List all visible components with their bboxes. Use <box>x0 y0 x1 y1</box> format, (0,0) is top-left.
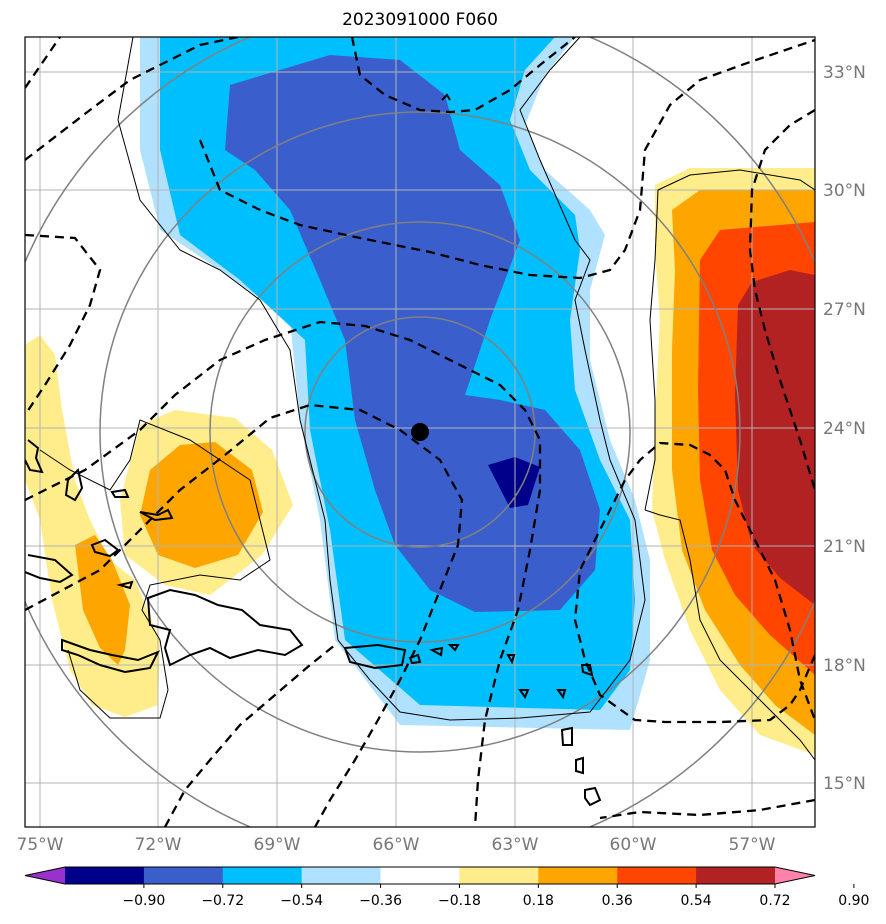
colorbar-extend-low <box>25 867 65 884</box>
colorbar-tick-label: 0.18 <box>523 893 554 909</box>
storm-center-marker <box>411 423 429 441</box>
lat-label-27n: 27°N <box>823 300 866 320</box>
lon-label-66w: 66°W <box>373 835 420 855</box>
colorbar-tick-label: 0.54 <box>681 893 712 909</box>
longitude-labels: 75°W 72°W 69°W 66°W 63°W 60°W 57°W <box>17 835 776 855</box>
lon-label-60w: 60°W <box>610 835 657 855</box>
latitude-labels: 33°N 30°N 27°N 24°N 21°N 18°N 15°N <box>823 63 866 794</box>
colorbar-tick-label: −0.54 <box>280 893 323 909</box>
colorbar-segment <box>696 867 775 884</box>
colorbar-tick-label: −0.18 <box>438 893 481 909</box>
colorbar-segment <box>617 867 696 884</box>
map-figure: 33°N 30°N 27°N 24°N 21°N 18°N 15°N 75°W … <box>0 0 886 924</box>
colorbar-segment <box>381 867 460 884</box>
colorbar-segment <box>65 867 144 884</box>
colorbar-segment <box>223 867 302 884</box>
colorbar-segment <box>538 867 617 884</box>
lat-label-18n: 18°N <box>823 656 866 676</box>
lat-label-30n: 30°N <box>823 181 866 201</box>
map-area <box>0 2 850 862</box>
colorbar-segment <box>459 867 538 884</box>
colorbar-segment <box>302 867 381 884</box>
colorbar-extend-high <box>775 867 815 884</box>
lat-label-15n: 15°N <box>823 774 866 794</box>
lon-label-57w: 57°W <box>729 835 776 855</box>
lon-label-63w: 63°W <box>492 835 539 855</box>
colorbar-tick-label: 0.36 <box>602 893 633 909</box>
colorbar-segment <box>144 867 223 884</box>
colorbar-tick-label: −0.90 <box>122 893 165 909</box>
lat-label-33n: 33°N <box>823 63 866 83</box>
lon-label-69w: 69°W <box>254 835 301 855</box>
lat-label-24n: 24°N <box>823 419 866 439</box>
lat-label-21n: 21°N <box>823 537 866 557</box>
lon-label-75w: 75°W <box>17 835 64 855</box>
colorbar-tick-label: 0.90 <box>838 893 869 909</box>
colorbar-tick-label: −0.72 <box>201 893 244 909</box>
lon-label-72w: 72°W <box>135 835 182 855</box>
colorbar-tick-label: −0.36 <box>359 893 402 909</box>
colorbar: −0.90 −0.72 −0.54 −0.36 −0.18 0.18 0.36 0.54 0.7… <box>25 867 869 909</box>
colorbar-tick-label: 0.72 <box>759 893 790 909</box>
